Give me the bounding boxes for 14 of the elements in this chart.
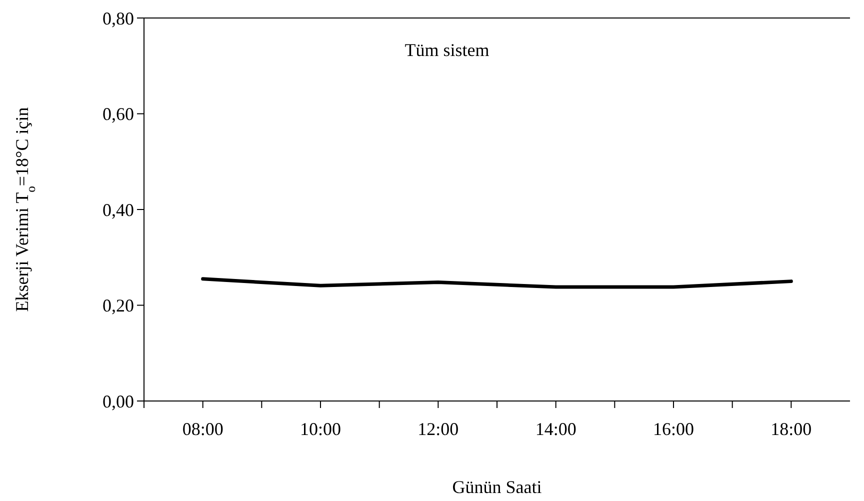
text: Tüm sistem [404, 40, 490, 60]
x-tick-label: 10:00 [300, 419, 342, 439]
x-tick-label: 08:00 [182, 419, 224, 439]
y-tick-label: 0,80 [102, 8, 134, 28]
y-tick-label: 0,60 [102, 104, 134, 124]
y-tick-label: 0,40 [102, 200, 134, 220]
x-tick-label: 14:00 [535, 419, 576, 439]
y-tick-label: 0,00 [102, 391, 134, 412]
line-series [201, 277, 793, 289]
x-tick-label: 16:00 [652, 419, 694, 439]
x-tick-label: 12:00 [418, 419, 459, 439]
x-tick-label: 18:00 [770, 419, 812, 439]
y-tick-label: 0,20 [102, 296, 134, 316]
x-axis-title: Günün Saati [452, 477, 542, 497]
